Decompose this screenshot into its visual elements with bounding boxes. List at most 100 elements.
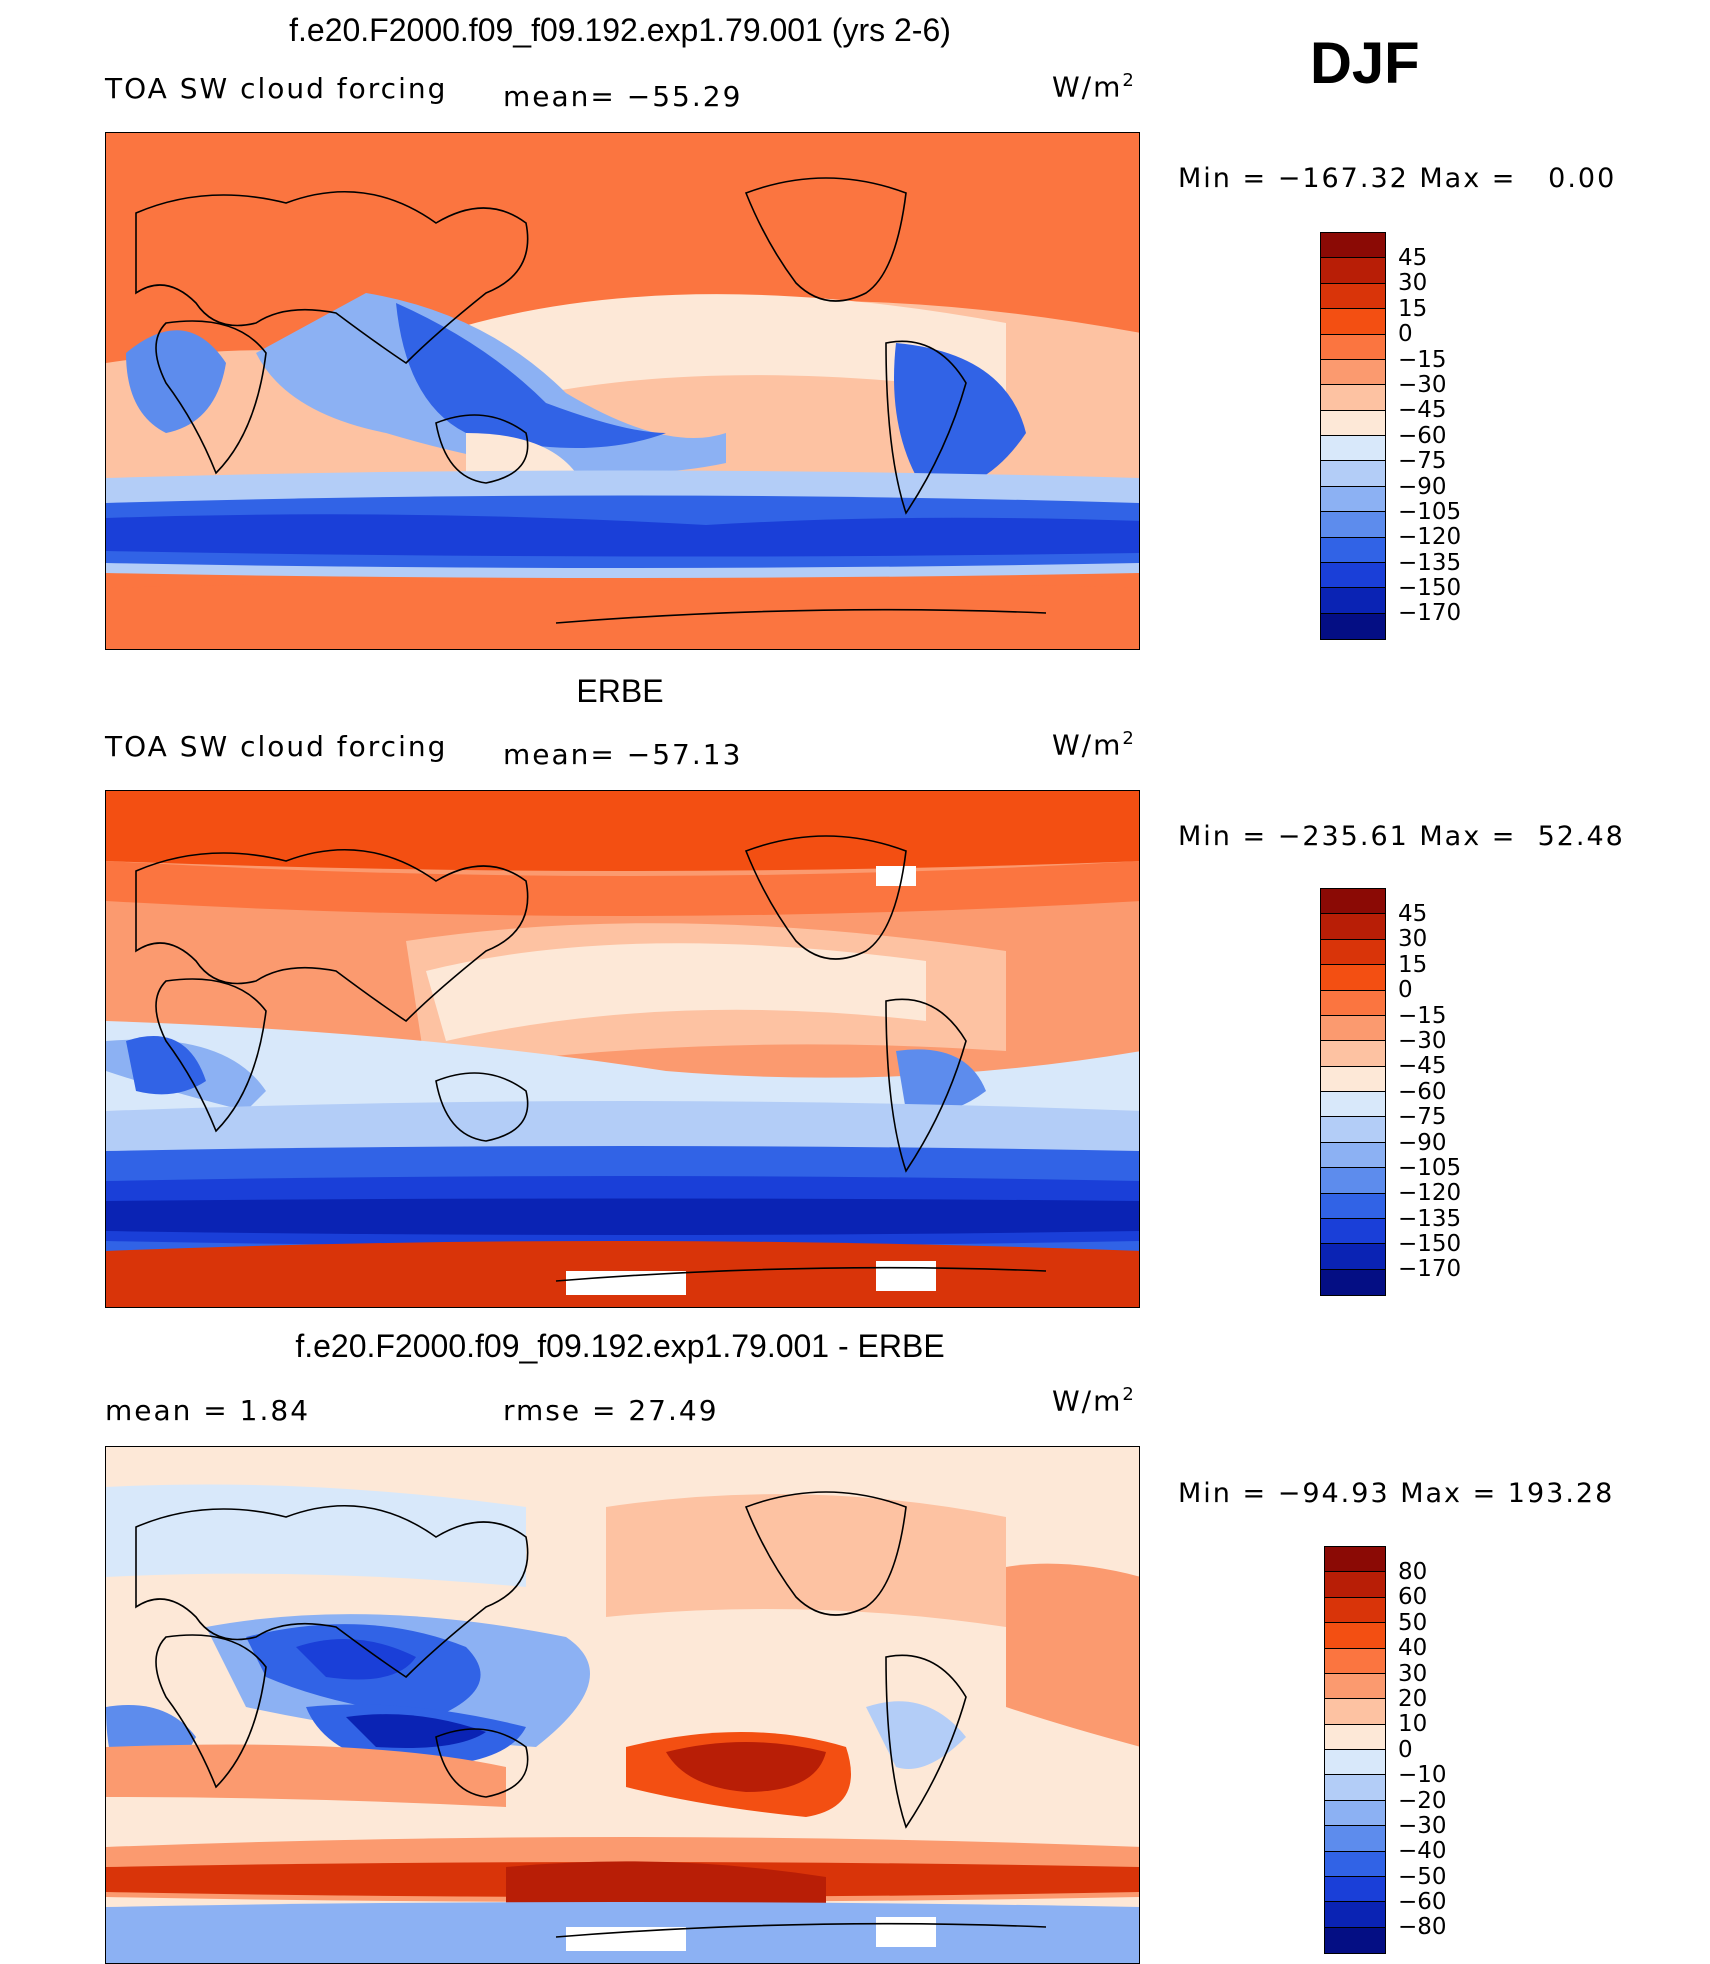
panel-model-map (105, 132, 1140, 650)
colorbar-segment (1321, 461, 1385, 487)
colorbar-segment (1321, 309, 1385, 335)
colorbar-segment (1325, 1597, 1385, 1624)
colorbar-tick-label: −15 (1398, 346, 1447, 373)
colorbar-segment (1321, 385, 1385, 411)
colorbar-segment (1321, 283, 1385, 310)
colorbar-segment (1321, 965, 1385, 991)
colorbar-segment (1325, 1775, 1385, 1801)
colorbar-tick-label: 30 (1398, 1660, 1428, 1687)
colorbar-segment (1321, 1117, 1385, 1143)
colorbar-tick-label: −90 (1398, 473, 1447, 500)
colorbar-tick-label: −135 (1398, 1205, 1462, 1232)
colorbar-tick-label: −120 (1398, 1180, 1462, 1207)
colorbar-tick-label: −60 (1398, 1078, 1447, 1105)
panel-obs-map (105, 790, 1140, 1308)
colorbar-tick-label: −150 (1398, 1231, 1462, 1258)
colorbar-tick-label: −105 (1398, 1154, 1462, 1181)
colorbar-tick-label: 0 (1398, 977, 1413, 1004)
colorbar-tick-label: −75 (1398, 1104, 1447, 1131)
colorbar-segment (1325, 1902, 1385, 1928)
colorbar-segment (1321, 562, 1385, 589)
colorbar-segment (1321, 1218, 1385, 1245)
colorbar-segment (1321, 436, 1385, 462)
colorbar-tick-label: −30 (1398, 1027, 1447, 1054)
colorbar-segment (1325, 1648, 1385, 1674)
colorbar-segment (1321, 1015, 1385, 1042)
colorbar-tick-label: −75 (1398, 448, 1447, 475)
colorbar-segment (1321, 537, 1385, 563)
colorbar-tick-label: −15 (1398, 1002, 1447, 1029)
panel-obs-units: W/m2 (1052, 728, 1136, 762)
colorbar-tick-label: 0 (1398, 1736, 1413, 1763)
colorbar-tick-label: −60 (1398, 422, 1447, 449)
colorbar-segment (1325, 1547, 1385, 1573)
colorbar-segment (1321, 1066, 1385, 1092)
colorbar-segment (1321, 359, 1385, 386)
colorbar-segment (1325, 1623, 1385, 1649)
colorbar-tick-label: −50 (1398, 1863, 1447, 1890)
colorbar-tick-label: −30 (1398, 1812, 1447, 1839)
colorbar-segment (1325, 1699, 1385, 1725)
colorbar-tick-label: −150 (1398, 575, 1462, 602)
panel-diff-mean-label: mean = 1.84 (105, 1394, 311, 1427)
colorbar-tick-label: 80 (1398, 1559, 1428, 1585)
panel-diff-colorbar (1324, 1546, 1386, 1954)
colorbar-segment (1325, 1927, 1385, 1953)
colorbar-tick-label: −170 (1398, 600, 1462, 627)
colorbar-tick-label: 45 (1398, 901, 1428, 927)
colorbar-tick-label: 50 (1398, 1609, 1428, 1636)
colorbar-segment (1321, 233, 1385, 259)
colorbar-segment (1321, 486, 1385, 513)
colorbar-tick-label: −90 (1398, 1129, 1447, 1156)
colorbar-segment (1321, 1269, 1385, 1295)
colorbar-segment (1325, 1673, 1385, 1700)
panel-model-colorbar-ticks: 45 30 15 0 −15 −30 −45 −60 −75 −90 −105 −120 −135 −15… (1398, 245, 1462, 627)
colorbar-tick-label: 10 (1398, 1711, 1428, 1738)
colorbar-segment (1325, 1800, 1385, 1827)
colorbar-segment (1321, 410, 1385, 436)
colorbar-segment (1325, 1851, 1385, 1877)
colorbar-segment (1321, 512, 1385, 538)
colorbar-segment (1321, 1092, 1385, 1118)
panel-obs-mean-label: mean= −57.13 (503, 738, 743, 771)
colorbar-tick-label: −105 (1398, 498, 1462, 525)
panel-diff-colorbar-ticks: 80 60 50 40 30 20 10 0 −10 −20 −30 −40 −50 −60 −80 (1398, 1559, 1447, 1941)
colorbar-tick-label: 15 (1398, 951, 1428, 978)
panel-diff-minmax: Min = −94.93 Max = 193.28 (1178, 1478, 1615, 1509)
panel-obs-variable-label: TOA SW cloud forcing (105, 730, 448, 763)
colorbar-tick-label: 45 (1398, 245, 1428, 271)
colorbar-tick-label: −10 (1398, 1762, 1447, 1789)
colorbar-segment (1321, 1244, 1385, 1270)
panel-obs-colorbar-ticks: 45 30 15 0 −15 −30 −45 −60 −75 −90 −105 −120 −135 −15… (1398, 901, 1462, 1283)
colorbar-tick-label: −45 (1398, 1053, 1447, 1080)
panel-model-colorbar (1320, 232, 1386, 640)
colorbar-tick-label: −120 (1398, 524, 1462, 551)
panel-diff-units: W/m2 (1052, 1384, 1136, 1418)
panel-model-contour-field (106, 133, 1139, 649)
colorbar-tick-label: 40 (1398, 1635, 1428, 1662)
season-label: DJF (1310, 31, 1420, 96)
colorbar-tick-label: 15 (1398, 295, 1428, 322)
colorbar-segment (1321, 990, 1385, 1016)
colorbar-segment (1321, 939, 1385, 966)
colorbar-segment (1321, 588, 1385, 614)
panel-model-variable-label: TOA SW cloud forcing (105, 72, 448, 105)
panel-model-title: f.e20.F2000.f09_f09.192.exp1.79.001 (yrs… (289, 12, 951, 48)
panel-diff-map (105, 1446, 1140, 1964)
colorbar-tick-label: 0 (1398, 321, 1413, 348)
colorbar-segment (1325, 1876, 1385, 1903)
colorbar-tick-label: 30 (1398, 270, 1428, 297)
colorbar-segment (1321, 889, 1385, 915)
panel-obs-minmax: Min = −235.61 Max = 52.48 (1178, 821, 1625, 852)
panel-obs-contour-field (106, 791, 1139, 1307)
colorbar-segment (1325, 1572, 1385, 1598)
colorbar-tick-label: −80 (1398, 1914, 1447, 1941)
panel-obs-colorbar (1320, 888, 1386, 1296)
colorbar-tick-label: 30 (1398, 926, 1428, 953)
colorbar-segment (1321, 1142, 1385, 1169)
colorbar-segment (1321, 334, 1385, 360)
colorbar-tick-label: 20 (1398, 1685, 1428, 1712)
panel-obs-title: ERBE (576, 673, 664, 709)
colorbar-tick-label: −135 (1398, 549, 1462, 576)
panel-diff-contour-field (106, 1447, 1139, 1963)
